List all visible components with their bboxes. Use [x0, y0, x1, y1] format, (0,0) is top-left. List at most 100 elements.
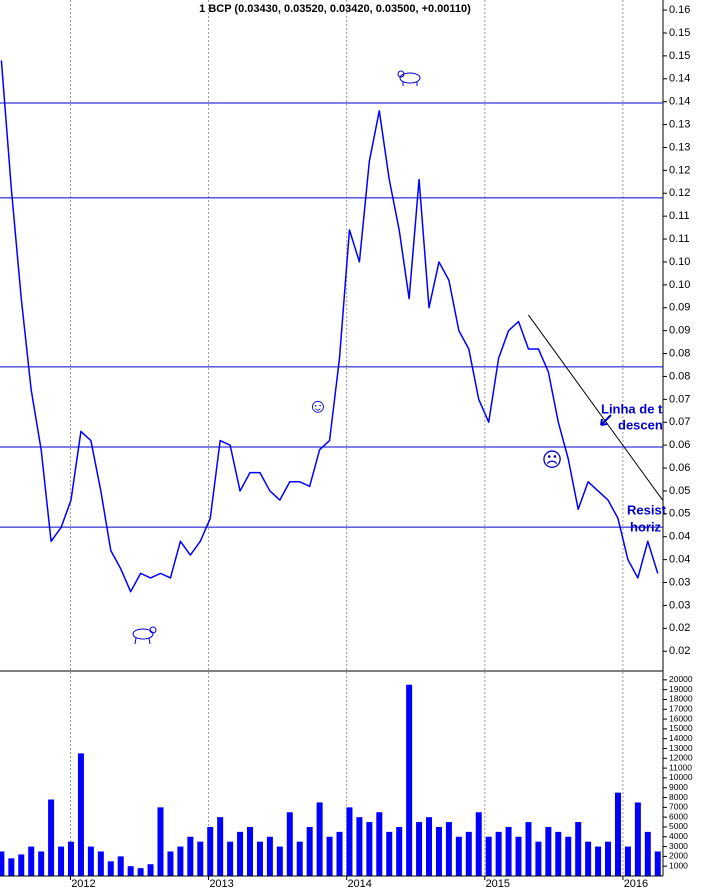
y-tick-label: 0.03: [669, 599, 690, 611]
y-tick-label: 3000: [669, 841, 688, 851]
volume-bar: [376, 812, 383, 876]
y-tick-label: 0.08: [669, 370, 690, 382]
y-tick-label: 0.02: [669, 645, 690, 657]
x-tick-label: 2016: [624, 878, 648, 890]
volume-bar: [505, 826, 512, 876]
volume-bar: [624, 846, 631, 876]
y-tick-label: 13000: [669, 743, 693, 753]
volume-bar: [614, 792, 621, 876]
y-tick-label: 0.07: [669, 416, 690, 428]
chart-title: 1 BCP (0.03430, 0.03520, 0.03420, 0.0350…: [199, 3, 471, 15]
y-tick-label: 0.10: [669, 279, 690, 291]
y-tick-label: 0.13: [669, 141, 690, 153]
volume-bar: [396, 826, 403, 876]
volume-bar: [97, 851, 104, 876]
x-tick-label: 2014: [347, 878, 371, 890]
volume-bar: [276, 846, 283, 876]
volume-bar: [286, 812, 293, 876]
y-tick-label: 4000: [669, 831, 688, 841]
y-tick-label: 0.16: [669, 4, 690, 16]
volume-bar: [256, 841, 263, 876]
volume-bar: [38, 851, 45, 876]
volume-bar: [465, 831, 472, 876]
volume-bar: [177, 846, 184, 876]
y-tick-label: 9000: [669, 782, 688, 792]
volume-bar: [18, 854, 25, 876]
volume-bar: [187, 836, 194, 876]
volume-bar: [455, 836, 462, 876]
y-tick-label: 20000: [669, 674, 693, 684]
volume-bar: [77, 753, 84, 876]
y-tick-label: 0.05: [669, 485, 690, 497]
bull-icon: [132, 626, 157, 645]
y-tick-label: 0.15: [669, 50, 690, 62]
volume-bar: [416, 822, 423, 876]
volume-bar: [237, 831, 244, 876]
y-tick-label: 0.06: [669, 439, 690, 451]
bear-icon: [397, 70, 421, 86]
volume-bar: [87, 846, 94, 876]
y-tick-label: 0.08: [669, 347, 690, 359]
y-tick-label: 10000: [669, 772, 693, 782]
volume-bar: [515, 836, 522, 876]
volume-bar: [107, 861, 114, 876]
volume-bar: [0, 851, 5, 876]
volume-bar: [535, 841, 542, 876]
smiley: ☺: [308, 395, 328, 417]
volume-bar: [595, 846, 602, 876]
volume-bar: [336, 831, 343, 876]
y-tick-label: 0.15: [669, 27, 690, 39]
y-tick-label: 0.09: [669, 325, 690, 337]
y-tick-label: 0.14: [669, 73, 690, 85]
volume-bar: [634, 802, 641, 876]
x-tick-label: 2013: [209, 878, 233, 890]
volume-bar: [306, 826, 313, 876]
y-tick-label: 0.04: [669, 531, 690, 543]
volume-bar: [445, 822, 452, 876]
volume-bar: [565, 836, 572, 876]
y-tick-label: 0.13: [669, 118, 690, 130]
y-tick-label: 16000: [669, 713, 693, 723]
y-tick-label: 0.04: [669, 554, 690, 566]
y-tick-label: 18000: [669, 694, 693, 704]
y-tick-label: 17000: [669, 704, 693, 714]
y-tick-label: 0.12: [669, 164, 690, 176]
arrow: [600, 414, 612, 426]
y-tick-label: 0.11: [669, 210, 690, 222]
volume-bar: [545, 826, 552, 876]
volume-bar: [475, 812, 482, 876]
y-tick-label: 7000: [669, 802, 688, 812]
y-tick-label: 0.12: [669, 187, 690, 199]
volume-bar: [117, 856, 124, 876]
volume-bar: [605, 841, 612, 876]
volume-bar: [585, 841, 592, 876]
volume-bar: [58, 846, 65, 876]
y-tick-label: 1000: [669, 860, 688, 870]
y-tick-label: 0.03: [669, 576, 690, 588]
y-tick-label: 15000: [669, 723, 693, 733]
volume-bar: [386, 831, 393, 876]
volume-bar: [296, 841, 303, 876]
volume-bar: [247, 826, 254, 876]
y-tick-label: 2000: [669, 851, 688, 861]
price-line: [0, 60, 659, 593]
volume-bar: [435, 826, 442, 876]
volume-bar: [167, 851, 174, 876]
volume-bar: [316, 802, 323, 876]
volume-bar: [654, 851, 661, 876]
volume-bar: [137, 868, 144, 876]
volume-bar: [217, 817, 224, 876]
y-tick-label: 0.11: [669, 233, 690, 245]
trend-line: [528, 314, 663, 501]
x-tick-label: 2012: [71, 878, 95, 890]
y-tick-label: 0.05: [669, 508, 690, 520]
volume-bar: [28, 846, 35, 876]
y-tick-label: 12000: [669, 753, 693, 763]
volume-bar: [426, 817, 433, 876]
x-tick-label: 2015: [486, 878, 510, 890]
volume-bar: [147, 864, 154, 876]
volume-bar: [326, 836, 333, 876]
volume-bar: [356, 817, 363, 876]
